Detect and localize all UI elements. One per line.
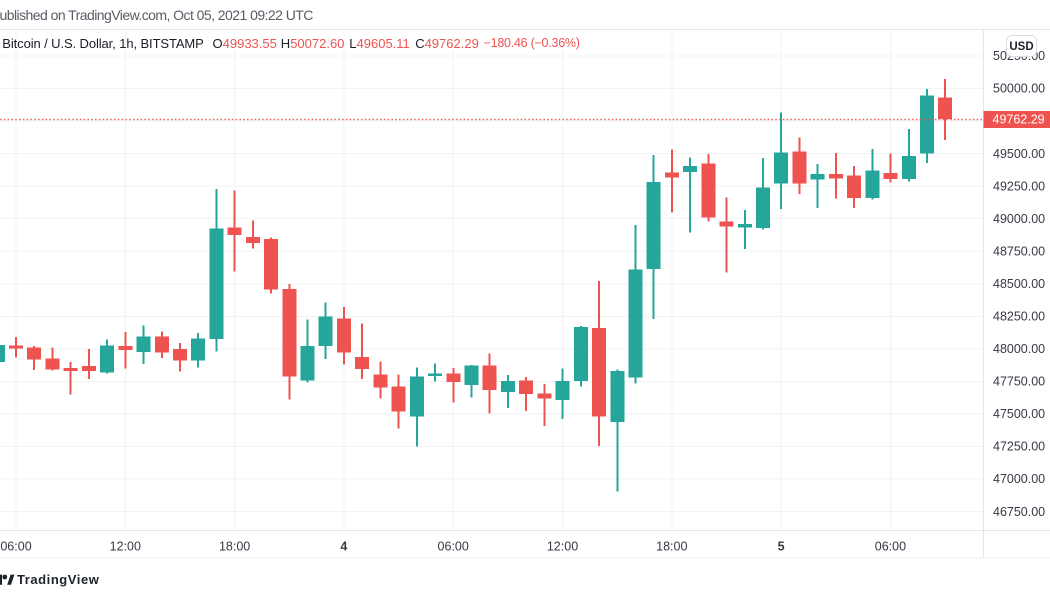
svg-text:USD: USD — [1009, 41, 1033, 53]
svg-text:47000.00: 47000.00 — [993, 472, 1045, 486]
svg-text:49500.00: 49500.00 — [993, 147, 1045, 161]
svg-text:48500.00: 48500.00 — [993, 277, 1045, 291]
svg-text:47250.00: 47250.00 — [993, 440, 1045, 454]
svg-text:48250.00: 48250.00 — [993, 310, 1045, 324]
svg-text:47750.00: 47750.00 — [993, 375, 1045, 389]
svg-text:4: 4 — [340, 540, 347, 554]
svg-text:18:00: 18:00 — [219, 540, 250, 554]
svg-text:46750.00: 46750.00 — [993, 505, 1045, 519]
svg-text:48750.00: 48750.00 — [993, 244, 1045, 258]
svg-text:06:00: 06:00 — [438, 540, 469, 554]
svg-text:12:00: 12:00 — [547, 540, 578, 554]
svg-text:47500.00: 47500.00 — [993, 407, 1045, 421]
svg-text:06:00: 06:00 — [875, 540, 906, 554]
svg-text:12:00: 12:00 — [110, 540, 141, 554]
svg-text:48000.00: 48000.00 — [993, 342, 1045, 356]
svg-text:49762.29: 49762.29 — [993, 113, 1045, 127]
svg-text:49250.00: 49250.00 — [993, 179, 1045, 193]
svg-text:5: 5 — [778, 540, 785, 554]
svg-text:49000.00: 49000.00 — [993, 212, 1045, 226]
svg-text:18:00: 18:00 — [656, 540, 687, 554]
svg-text:06:00: 06:00 — [0, 540, 31, 554]
svg-text:50000.00: 50000.00 — [993, 82, 1045, 96]
